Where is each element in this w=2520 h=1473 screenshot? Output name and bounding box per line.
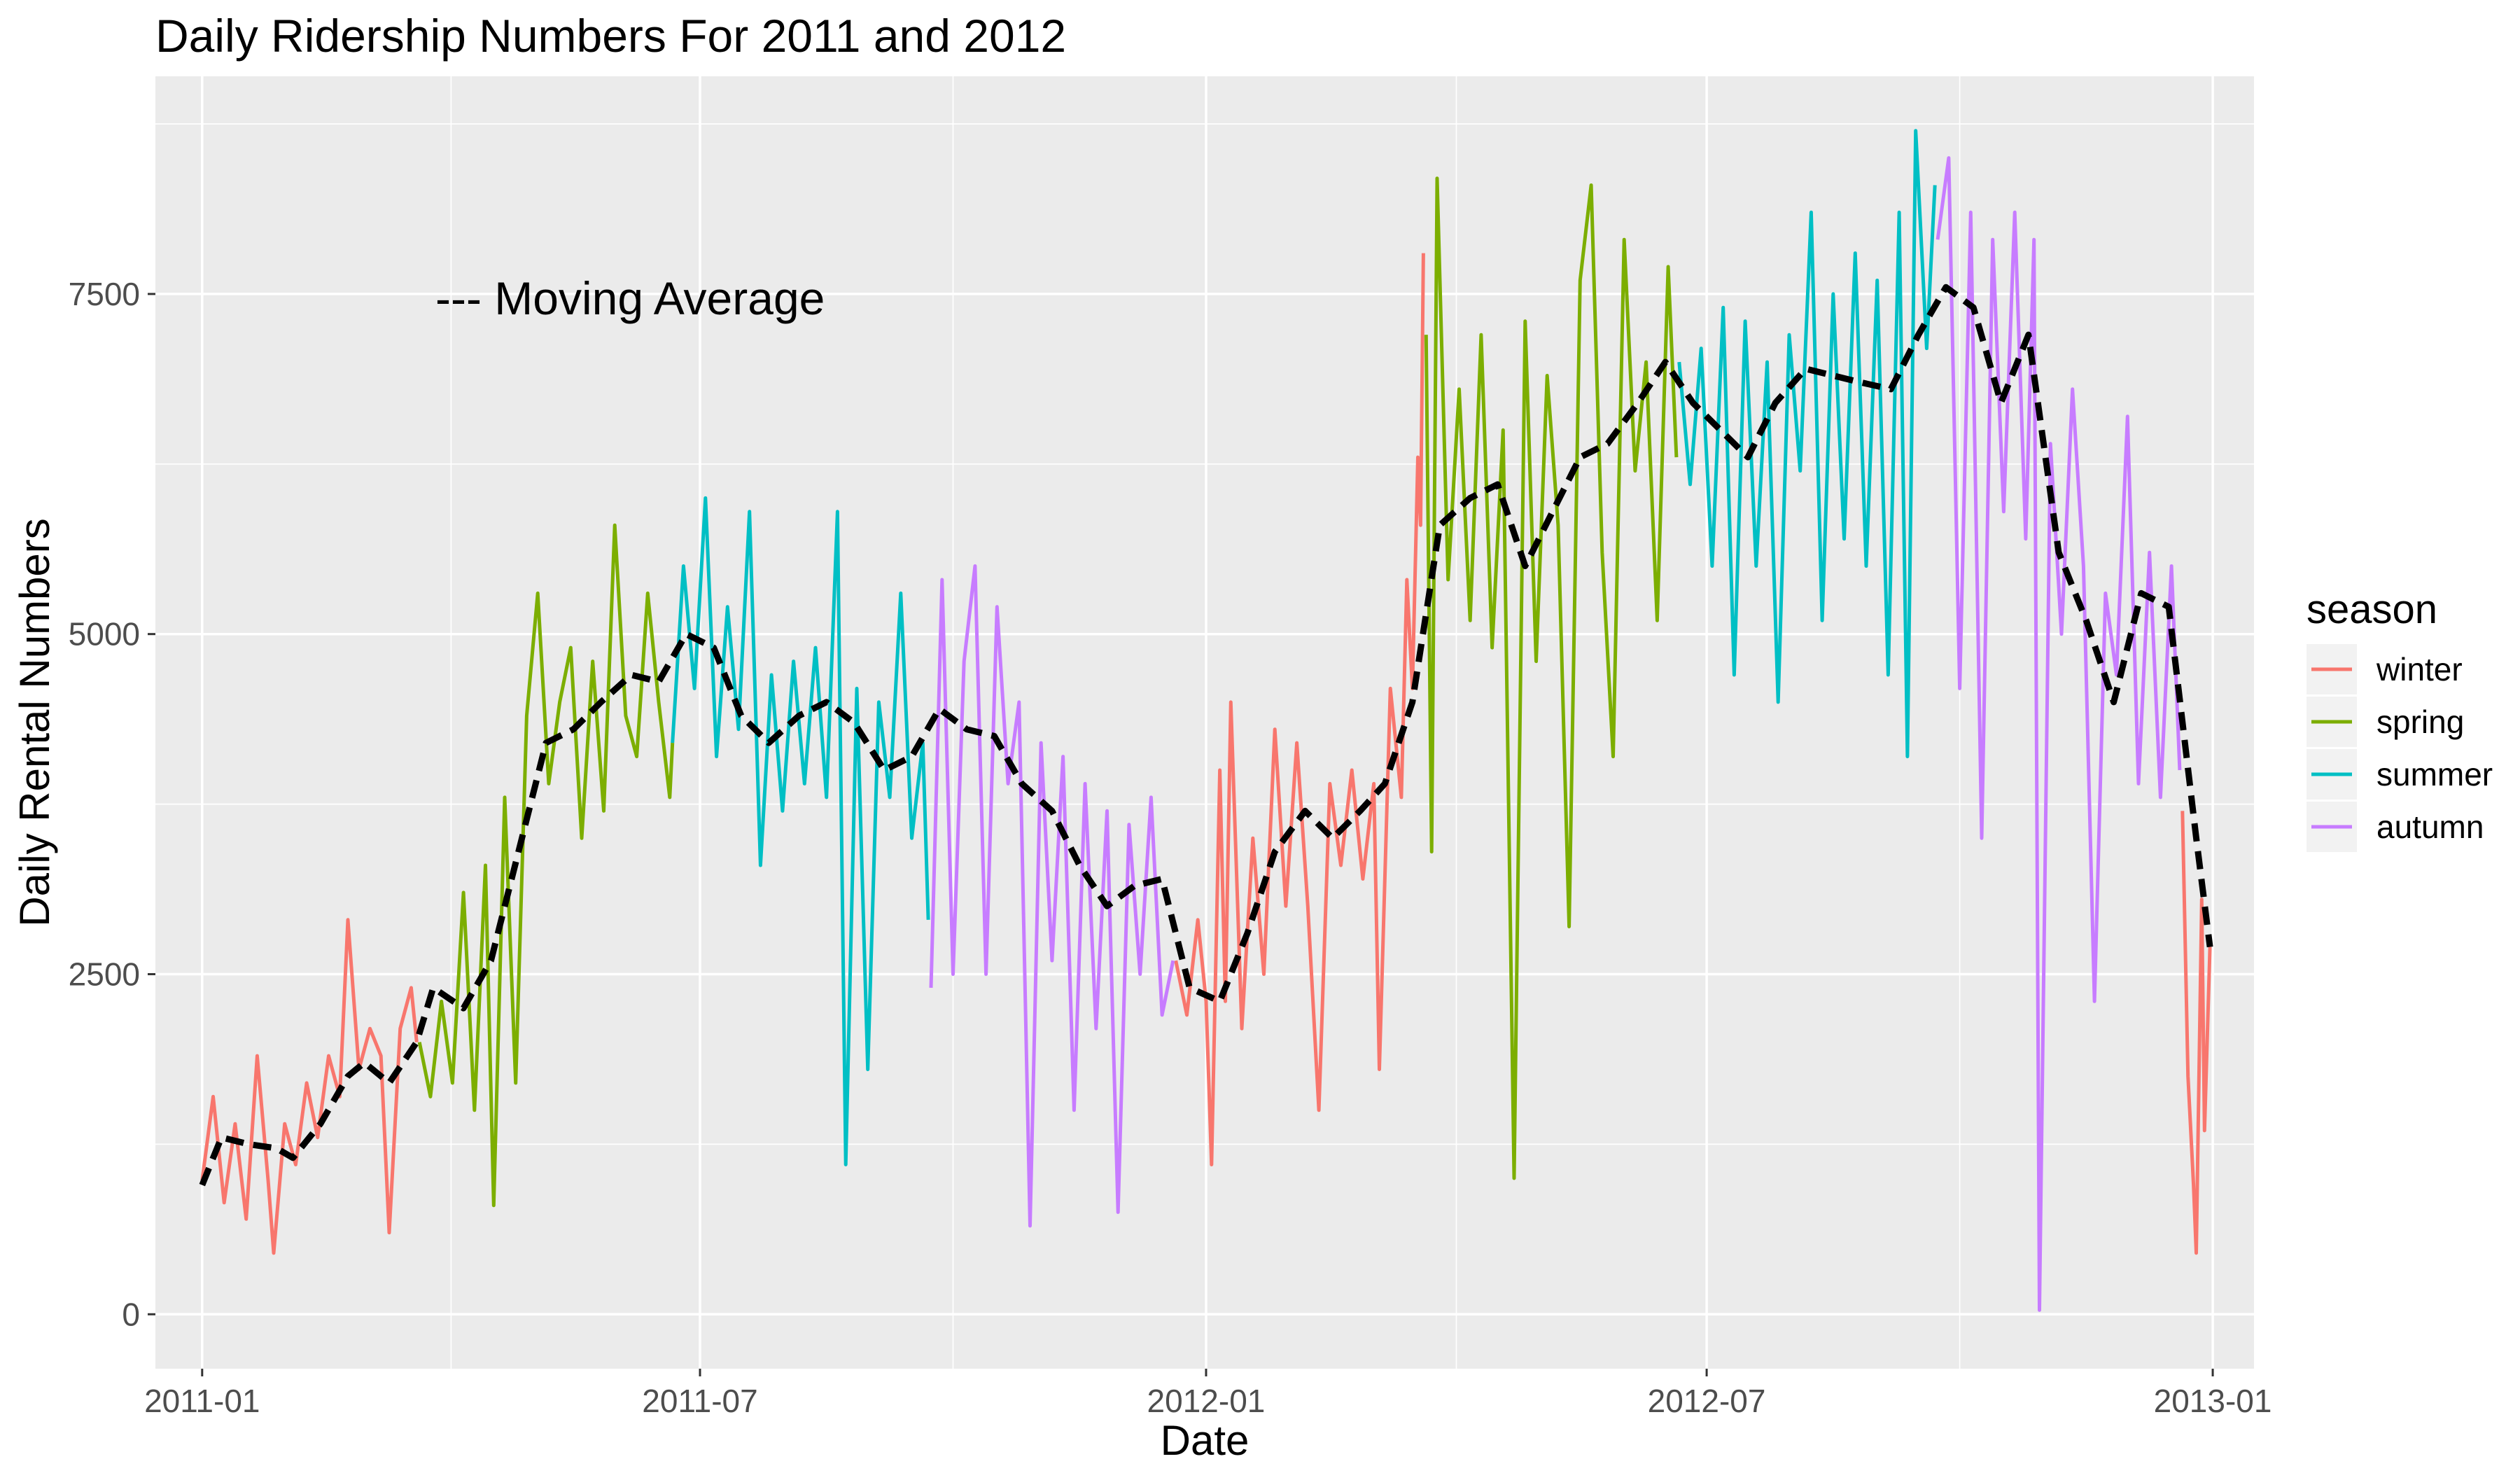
legend-item-winter: winter xyxy=(2306,644,2463,694)
series-winter xyxy=(200,253,2212,1255)
chart-title: Daily Ridership Numbers For 2011 and 201… xyxy=(155,10,1066,62)
legend: season winter spring summer autumn xyxy=(2306,587,2493,852)
moving-average-line xyxy=(199,284,2213,1187)
x-tick-label: 2011-07 xyxy=(642,1383,757,1419)
legend-item-spring: spring xyxy=(2306,697,2464,747)
plot-panel xyxy=(155,76,2254,1369)
legend-item-summer: summer xyxy=(2306,749,2493,800)
series-spring xyxy=(417,176,1679,1208)
legend-label: winter xyxy=(2376,651,2463,687)
legend-label: autumn xyxy=(2376,809,2484,845)
y-axis: 0 2500 5000 7500 xyxy=(69,276,155,1332)
series-line-winter xyxy=(1174,253,1425,1166)
y-axis-label: Daily Rental Numbers xyxy=(11,518,58,927)
x-axis-label: Date xyxy=(1161,1417,1250,1464)
y-tick-label: 0 xyxy=(122,1296,140,1332)
x-tick-label: 2012-07 xyxy=(1648,1383,1766,1419)
x-tick-label: 2011-01 xyxy=(144,1383,260,1419)
y-tick-label: 2500 xyxy=(69,956,140,992)
series-line-spring xyxy=(417,523,675,1208)
series-line-summer xyxy=(1677,129,1937,759)
moving-average-annotation: --- Moving Average xyxy=(435,272,825,324)
x-axis: 2011-01 2011-07 2012-01 2012-07 2013-01 xyxy=(144,1369,2272,1419)
series-line-winter xyxy=(200,918,419,1255)
series-autumn xyxy=(929,156,2182,1312)
legend-label: spring xyxy=(2376,704,2464,740)
y-tick-label: 7500 xyxy=(69,276,140,312)
series-layer xyxy=(200,129,2212,1312)
series-line-autumn xyxy=(929,564,1175,1228)
series-summer xyxy=(671,129,1937,1166)
series-line-summer xyxy=(671,496,930,1166)
legend-title: season xyxy=(2306,587,2437,632)
series-line-winter xyxy=(2180,811,2212,1255)
x-tick-label: 2013-01 xyxy=(2154,1383,2272,1419)
x-tick-label: 2012-01 xyxy=(1147,1383,1266,1419)
legend-item-autumn: autumn xyxy=(2306,802,2484,852)
series-line-autumn xyxy=(1935,156,2182,1312)
y-tick-label: 5000 xyxy=(69,616,140,652)
series-line-spring xyxy=(1424,176,1679,1180)
legend-label: summer xyxy=(2376,756,2493,793)
moving-average-layer xyxy=(199,284,2213,1187)
